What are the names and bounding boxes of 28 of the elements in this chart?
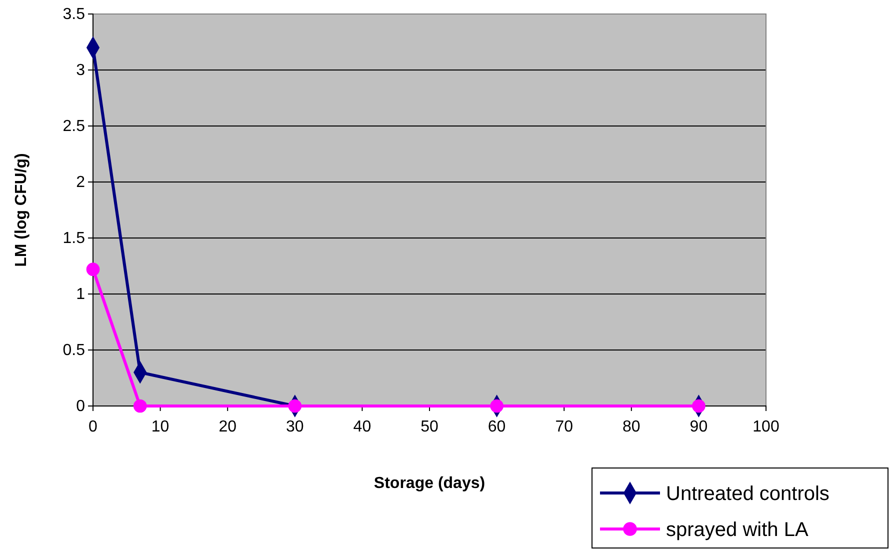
y-tick-label: 1.5	[62, 230, 86, 248]
y-axis-title: LM (log CFU/g)	[13, 153, 30, 267]
x-axis-title: Storage (days)	[374, 475, 486, 492]
point	[692, 399, 706, 413]
y-tick-label: 3	[76, 62, 86, 80]
x-tick-label: 90	[690, 418, 708, 436]
x-tick-label: 40	[353, 418, 372, 436]
legend-label: sprayed with LA	[666, 519, 809, 541]
point	[288, 399, 302, 413]
x-tick-label: 0	[88, 418, 98, 436]
y-tick-label: 3.5	[62, 6, 86, 24]
x-tick-label: 70	[555, 418, 574, 436]
x-tick-label: 100	[752, 418, 780, 436]
x-tick-label: 50	[420, 418, 438, 436]
point	[86, 262, 100, 276]
point	[490, 399, 504, 413]
point	[133, 399, 147, 413]
x-tick-label: 10	[151, 418, 170, 436]
x-tick-label: 20	[218, 418, 237, 436]
x-tick-label: 80	[622, 418, 640, 436]
x-tick-label: 60	[488, 418, 506, 436]
y-tick-label: 0.5	[62, 342, 86, 360]
y-tick-label: 2.5	[62, 118, 86, 136]
y-tick-label: 1	[76, 286, 86, 304]
y-tick-label: 2	[76, 174, 86, 192]
legend-label: Untreated controls	[666, 483, 830, 505]
y-tick-label: 0	[76, 398, 86, 416]
x-tick-label: 30	[286, 418, 304, 436]
